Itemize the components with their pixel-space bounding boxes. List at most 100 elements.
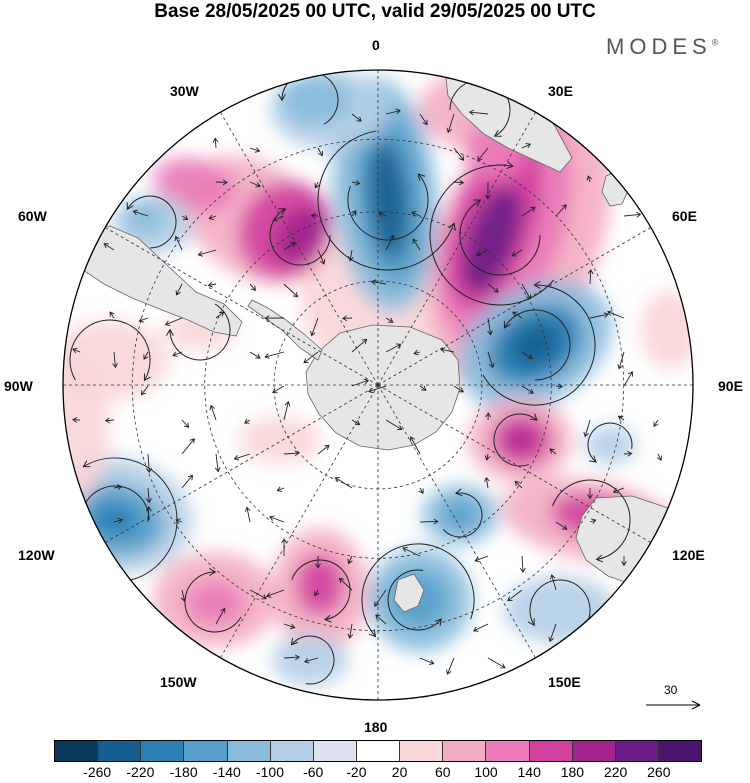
wind-vector bbox=[197, 249, 217, 257]
wind-vector bbox=[109, 311, 115, 319]
wind-vector bbox=[272, 385, 285, 394]
wind-vector bbox=[475, 249, 489, 257]
wind-vector bbox=[338, 577, 353, 591]
streamline-arrowhead bbox=[91, 543, 100, 551]
wind-vector bbox=[375, 614, 387, 625]
streamline bbox=[269, 208, 331, 266]
wind-vector bbox=[606, 310, 625, 319]
wind-vector bbox=[181, 419, 190, 428]
wind-vector bbox=[113, 484, 123, 491]
land-masses bbox=[65, 73, 693, 613]
wind-vector bbox=[548, 623, 557, 643]
wind-vector bbox=[281, 538, 287, 557]
meridian-line bbox=[377, 384, 651, 543]
wind-vector bbox=[143, 351, 149, 360]
wind-vector bbox=[623, 371, 633, 387]
wind-vector bbox=[419, 113, 428, 126]
colorbar-segment bbox=[486, 741, 530, 761]
longitude-label: 30W bbox=[170, 83, 199, 99]
streamline bbox=[281, 71, 339, 125]
wind-vector bbox=[468, 109, 489, 116]
wind-vector bbox=[521, 206, 536, 217]
wind-vector bbox=[453, 147, 465, 161]
wind-vector bbox=[104, 417, 115, 424]
streamline bbox=[429, 164, 555, 306]
colorbar-segment bbox=[572, 741, 616, 761]
wind-vector bbox=[549, 448, 557, 455]
wind-vector bbox=[249, 589, 267, 600]
streamline-arrowhead bbox=[209, 568, 217, 576]
meridian-line bbox=[377, 227, 651, 386]
wind-vector bbox=[487, 657, 506, 669]
wind-vector bbox=[334, 477, 353, 489]
colorbar-segment bbox=[400, 741, 444, 761]
wind-vector bbox=[214, 453, 221, 473]
streamline-arrowhead bbox=[527, 618, 535, 627]
streamline bbox=[587, 422, 633, 463]
colorbar-segment bbox=[55, 741, 99, 761]
streamline-arrowhead bbox=[290, 637, 299, 646]
anomaly-contour bbox=[506, 428, 534, 452]
wind-vector bbox=[472, 623, 489, 632]
wind-vector bbox=[378, 211, 387, 218]
wind-vector bbox=[507, 589, 523, 602]
streamline bbox=[126, 195, 177, 249]
wind-vector bbox=[310, 212, 319, 219]
streamline-arrowhead bbox=[368, 629, 377, 638]
wind-vector bbox=[72, 347, 81, 354]
longitude-label: 180 bbox=[364, 719, 388, 735]
wind-vector bbox=[233, 453, 251, 461]
anomaly-contour bbox=[584, 425, 636, 465]
latitude-circle bbox=[204, 211, 552, 559]
wind-vector bbox=[413, 349, 421, 356]
anomaly-contour bbox=[153, 157, 237, 213]
wind-vector bbox=[283, 283, 299, 298]
anomaly-contour bbox=[296, 555, 344, 615]
wind-vector bbox=[244, 506, 251, 523]
wind-vector bbox=[589, 518, 597, 525]
wind-vector bbox=[617, 415, 625, 421]
colorbar-segment bbox=[184, 741, 228, 761]
streamline-arrowhead bbox=[530, 413, 538, 421]
wind-vector bbox=[484, 476, 490, 489]
streamline bbox=[504, 309, 571, 381]
anomaly-contour bbox=[279, 74, 351, 126]
wind-vector bbox=[385, 343, 402, 353]
meridian-line bbox=[377, 384, 536, 658]
meridian-line bbox=[105, 227, 379, 386]
wind-vector bbox=[264, 351, 285, 359]
wind-vector bbox=[351, 113, 362, 122]
wind-vector bbox=[283, 654, 301, 661]
longitude-label: 90W bbox=[4, 378, 33, 394]
meridian-line bbox=[220, 384, 379, 658]
wind-vector bbox=[317, 444, 330, 455]
wind-vector bbox=[174, 235, 183, 251]
wind-vector bbox=[283, 450, 300, 457]
longitude-label: 60E bbox=[672, 208, 697, 224]
anomaly-contour bbox=[462, 186, 522, 294]
streamline-arrowhead bbox=[417, 173, 426, 181]
wind-vector bbox=[549, 574, 557, 591]
wind-vector bbox=[511, 249, 523, 257]
wind-vector bbox=[521, 351, 534, 360]
colorbar-label: 140 bbox=[517, 764, 541, 780]
wind-vector bbox=[367, 385, 387, 394]
wind-vector bbox=[385, 419, 403, 431]
streamline bbox=[551, 479, 631, 560]
wind-vector bbox=[385, 317, 394, 323]
colorbar-label: 180 bbox=[560, 764, 585, 780]
wind-vector bbox=[586, 175, 593, 183]
wind-vector bbox=[587, 269, 594, 285]
streamline-arrowhead bbox=[126, 202, 134, 211]
streamline bbox=[387, 569, 442, 631]
wind-vector bbox=[132, 209, 149, 217]
wind-vector bbox=[347, 249, 354, 262]
reference-vector bbox=[646, 700, 701, 710]
wind-vector bbox=[103, 243, 115, 251]
streamline-arrowhead bbox=[493, 129, 502, 137]
wind-vector bbox=[140, 385, 149, 396]
wind-vector bbox=[249, 283, 256, 291]
reference-vector-label: 30 bbox=[664, 683, 678, 697]
wind-vector bbox=[446, 113, 455, 134]
wind-vector bbox=[244, 418, 251, 424]
